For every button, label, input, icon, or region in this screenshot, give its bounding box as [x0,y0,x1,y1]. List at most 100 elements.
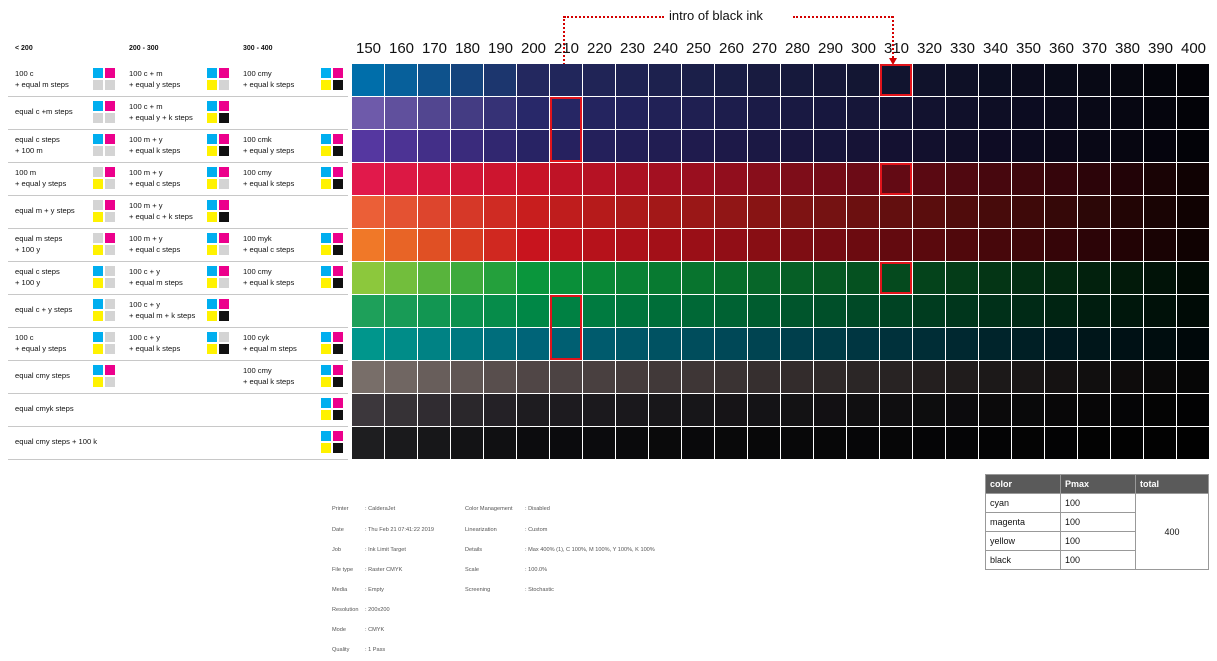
total-ink-header: 300 [850,40,877,57]
color-patch [847,295,879,327]
color-patch [748,64,780,96]
ink-swatch-icon [321,266,343,288]
color-patch [748,295,780,327]
total-ink-header: 260 [718,40,745,57]
row-divider [8,393,348,394]
ink-swatch-icon [93,200,115,222]
color-patch [550,361,582,393]
color-patch [616,229,648,261]
color-patch [517,427,549,459]
color-patch [814,163,846,195]
color-patch [946,262,978,294]
color-patch [748,229,780,261]
row-label: equal c +m steps [15,107,73,118]
color-patch [715,361,747,393]
row-label: equal m steps + 100 y [15,234,62,255]
color-patch [550,427,582,459]
color-patch [517,196,549,228]
meta-label: Color Management [465,506,513,513]
pmax-header-pmax: Pmax [1060,474,1136,494]
color-patch [781,97,813,129]
color-patch [814,97,846,129]
row-label-line: 100 cmy [243,168,272,177]
color-patch [1078,295,1110,327]
meta-label: Media [332,586,348,593]
color-patch [1144,361,1176,393]
color-patch [1177,262,1209,294]
color-patch [946,328,978,360]
color-patch [880,295,912,327]
color-patch [1078,97,1110,129]
color-patch [550,97,582,129]
row-label-line: equal c + y steps [15,305,73,314]
color-patch [979,196,1011,228]
row-label: 100 c + equal y steps [15,333,66,354]
color-patch [1045,229,1077,261]
color-patch [1045,64,1077,96]
metadata-values: : CalderaJet : Thu Feb 21 07:41:22 2019 … [365,493,434,661]
color-patch [550,163,582,195]
color-patch [1012,229,1044,261]
color-patch [781,64,813,96]
color-patch [1012,328,1044,360]
color-patch [1144,196,1176,228]
color-patch [418,163,450,195]
pmax-value: 100 [1060,493,1136,513]
total-ink-header: 210 [553,40,580,57]
metadata-values: : Disabled : Custom : Max 400% (1), C 10… [525,493,655,600]
row-label-line: 100 cyk [243,333,270,342]
total-ink-header: 170 [421,40,448,57]
ink-swatch-icon [93,167,115,189]
color-patch [451,163,483,195]
color-patch [649,130,681,162]
ink-swatch-icon [207,68,229,90]
color-patch [418,97,450,129]
color-patch [484,229,516,261]
color-patch [418,196,450,228]
color-patch [781,361,813,393]
color-patch [451,97,483,129]
color-patch [781,394,813,426]
color-patch [352,130,384,162]
ink-swatch-icon [207,134,229,156]
row-label: 100 c + y + equal k steps [129,333,180,354]
color-patch [682,97,714,129]
row-label: 100 cmy + equal k steps [243,366,294,387]
color-patch [616,97,648,129]
row-label-line: 100 cmy [243,69,272,78]
row-label: equal cmy steps [15,371,70,382]
total-ink-header: 340 [982,40,1009,57]
color-patch [1177,229,1209,261]
color-patch [979,394,1011,426]
color-patch [1177,130,1209,162]
total-ink-header: 400 [1180,40,1207,57]
pmax-color: magenta [985,512,1061,532]
row-label-line: 100 c + m [129,69,163,78]
row-label-line: + equal k steps [243,376,295,386]
color-patch [913,427,945,459]
color-patch [1111,427,1143,459]
color-patch [616,427,648,459]
color-patch [550,229,582,261]
color-patch [1045,361,1077,393]
color-patch [451,394,483,426]
meta-label: Mode [332,627,346,634]
color-patch [847,361,879,393]
color-patch [1078,163,1110,195]
color-patch [616,163,648,195]
row-label: 100 m + y + equal c steps [129,168,180,189]
color-patch [583,229,615,261]
color-patch [847,163,879,195]
color-patch [814,427,846,459]
color-patch [1177,163,1209,195]
color-patch [682,328,714,360]
color-patch [748,130,780,162]
color-patch [583,196,615,228]
ink-swatch-icon [93,365,115,387]
color-patch [880,64,912,96]
color-patch [781,328,813,360]
color-patch [847,394,879,426]
color-patch [451,262,483,294]
color-patch [583,394,615,426]
color-patch [583,427,615,459]
